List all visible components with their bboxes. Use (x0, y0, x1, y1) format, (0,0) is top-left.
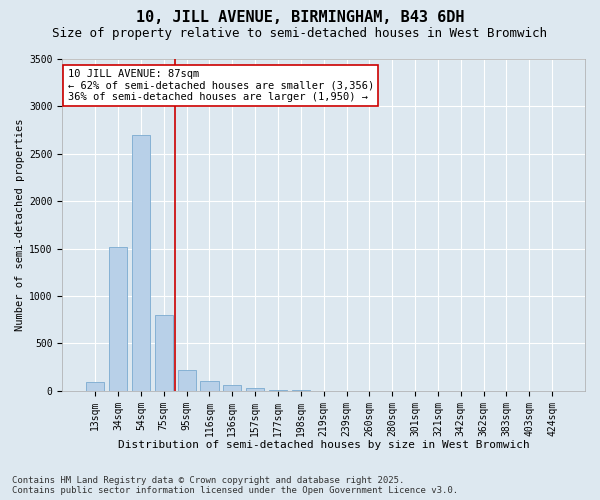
X-axis label: Distribution of semi-detached houses by size in West Bromwich: Distribution of semi-detached houses by … (118, 440, 530, 450)
Bar (86, 382, 104, 391)
Bar (246, 388, 265, 391)
Text: Contains HM Land Registry data © Crown copyright and database right 2025.
Contai: Contains HM Land Registry data © Crown c… (12, 476, 458, 495)
Bar (132, 135, 150, 391)
Text: Size of property relative to semi-detached houses in West Bromwich: Size of property relative to semi-detach… (53, 28, 548, 40)
Bar (178, 370, 196, 391)
Bar (155, 315, 173, 391)
Bar (109, 246, 127, 391)
Bar (223, 385, 241, 391)
Y-axis label: Number of semi-detached properties: Number of semi-detached properties (15, 118, 25, 331)
Text: 10, JILL AVENUE, BIRMINGHAM, B43 6DH: 10, JILL AVENUE, BIRMINGHAM, B43 6DH (136, 10, 464, 25)
Bar (200, 382, 218, 391)
Text: 10 JILL AVENUE: 87sqm
← 62% of semi-detached houses are smaller (3,356)
36% of s: 10 JILL AVENUE: 87sqm ← 62% of semi-deta… (68, 69, 374, 102)
Bar (269, 390, 287, 391)
